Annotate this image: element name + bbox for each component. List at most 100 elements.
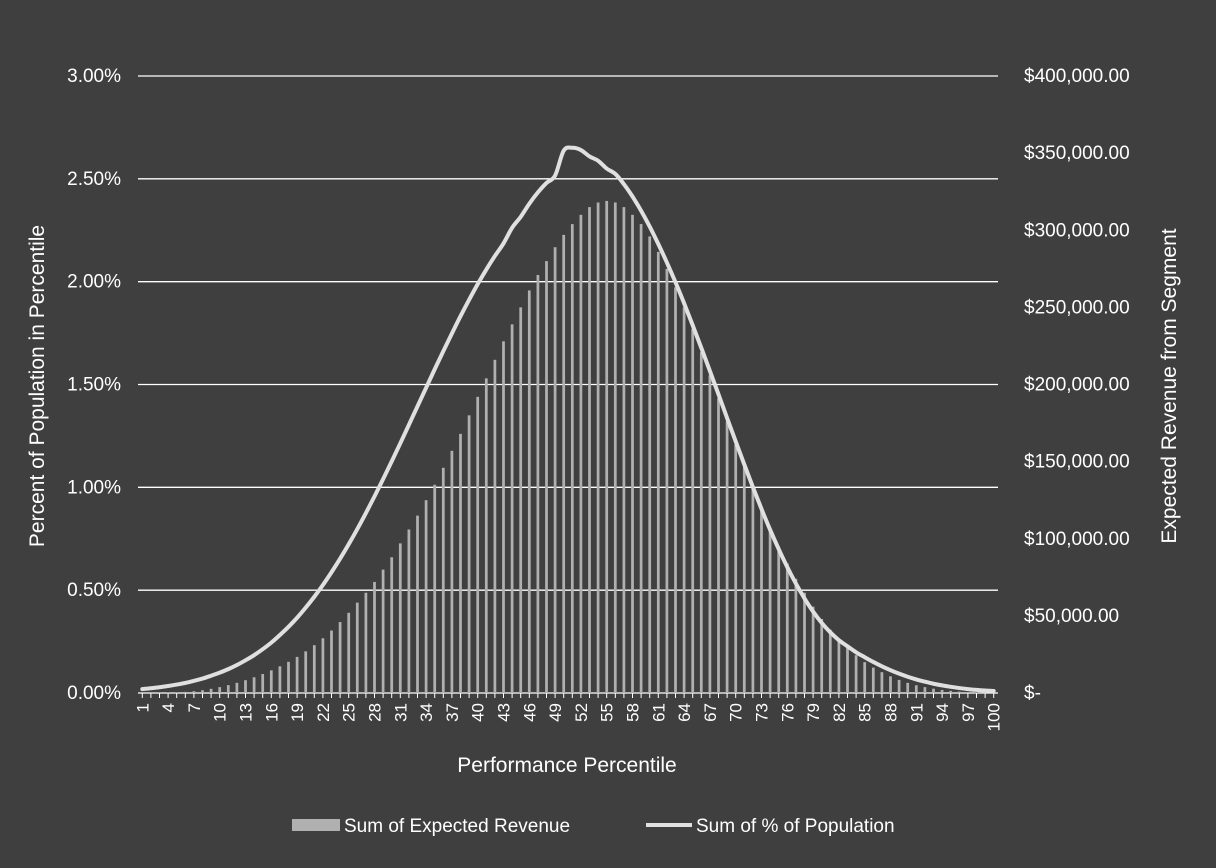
x-tick-label: 61 [649,703,668,722]
left-axis-title: Percent of Population in Percentile [26,225,49,547]
revenue-bar [570,224,574,693]
x-tick-label: 79 [804,703,823,722]
gridlines [138,75,998,694]
revenue-bar [484,378,488,693]
revenue-bar [467,415,471,693]
revenue-bar [416,515,419,693]
x-tick-label: 4 [159,703,178,712]
revenue-bar [871,667,875,693]
revenue-bar [218,687,222,693]
revenue-bar [708,375,712,693]
right-tick-label: $50,000.00 [1024,606,1119,627]
right-tick-label: $200,000.00 [1024,375,1130,396]
revenue-bar [364,592,368,693]
revenue-bar [433,484,437,693]
x-axis-ticks: 1 4 7 10 13 16 19 22 25 28 31 34 37 40 43 46 49 52 55 58 61 6… [133,693,1004,731]
right-tick-label: $300,000.00 [1024,220,1130,241]
revenue-bar [932,688,935,693]
legend-bar-swatch [292,819,340,831]
revenue-bar [751,487,755,693]
revenue-bar [923,687,927,693]
revenue-bars [140,200,996,694]
right-tick-label: $- [1024,683,1041,704]
revenue-bar [975,692,978,693]
left-tick-label: 1.00% [67,477,121,498]
x-tick-label: 91 [907,703,926,722]
legend: Sum of Expected Revenue Sum of % of Popu… [292,816,895,837]
x-tick-label: 28 [366,703,385,722]
x-axis-title: Performance Percentile [457,754,676,777]
left-axis-ticks: 0.00% 0.50% 1.00% 1.50% 2.00% 2.50% 3.00% [67,66,121,704]
x-tick-label: 16 [262,703,281,722]
revenue-bar [966,692,970,693]
x-tick-label: 64 [675,703,694,722]
x-tick-label: 94 [933,703,952,722]
revenue-bar [269,670,273,693]
revenue-bar [235,682,239,693]
left-tick-label: 0.00% [67,683,121,704]
revenue-bar [261,674,265,693]
revenue-bar [803,592,806,693]
revenue-bar [768,527,772,693]
x-tick-label: 49 [546,703,565,722]
x-tick-label: 88 [882,703,901,722]
revenue-bar [820,618,824,693]
revenue-bar [794,578,798,693]
revenue-bar [605,200,609,693]
revenue-bar [854,655,858,693]
revenue-bar [562,234,566,693]
revenue-bar [373,581,376,693]
legend-bar-label: Sum of Expected Revenue [344,816,570,837]
left-tick-label: 1.50% [67,375,121,396]
left-tick-label: 3.00% [67,66,121,87]
revenue-bar [889,676,892,693]
x-tick-label: 52 [572,703,591,722]
revenue-bar [648,236,652,694]
right-tick-label: $250,000.00 [1024,297,1130,318]
x-tick-label: 82 [830,703,849,722]
revenue-bar [553,247,557,693]
revenue-bar [717,398,720,693]
x-tick-label: 31 [391,703,410,722]
x-tick-label: 1 [133,703,152,712]
revenue-bar [639,224,643,693]
x-tick-label: 19 [288,703,307,722]
revenue-bar [691,328,695,693]
revenue-bar [312,645,316,693]
revenue-bar [450,450,454,693]
revenue-bar [940,689,944,693]
right-axis-ticks: $- $50,000.00 $100,000.00 $150,000.00 $200,0… [1024,66,1130,704]
x-tick-label: 22 [314,703,333,722]
revenue-bar [390,557,394,693]
revenue-bar [656,251,660,693]
revenue-bar [949,690,953,693]
right-tick-label: $350,000.00 [1024,143,1130,164]
revenue-bar [682,307,686,693]
revenue-bar [588,207,591,694]
x-tick-label: 100 [985,703,1004,731]
revenue-bar [381,569,385,693]
revenue-bar [674,287,677,693]
right-axis-title: Expected Revenue from Segment [1158,228,1181,543]
revenue-bar [897,679,901,693]
x-tick-label: 40 [469,703,488,722]
revenue-bar [734,444,738,693]
revenue-bar [493,359,497,693]
revenue-bar [510,324,514,693]
revenue-bar [527,290,531,693]
revenue-bar [665,268,669,693]
revenue-bar [579,214,583,693]
revenue-bar [519,307,523,693]
x-tick-label: 10 [211,703,230,722]
revenue-bar [846,647,849,693]
x-tick-label: 70 [727,703,746,722]
revenue-bar [760,507,763,693]
revenue-bar [175,692,179,693]
revenue-bar [321,638,325,693]
revenue-bar [906,682,910,693]
legend-line-label: Sum of % of Population [696,816,895,837]
x-tick-label: 76 [778,703,797,722]
revenue-bar [957,691,961,693]
right-tick-label: $100,000.00 [1024,529,1130,550]
